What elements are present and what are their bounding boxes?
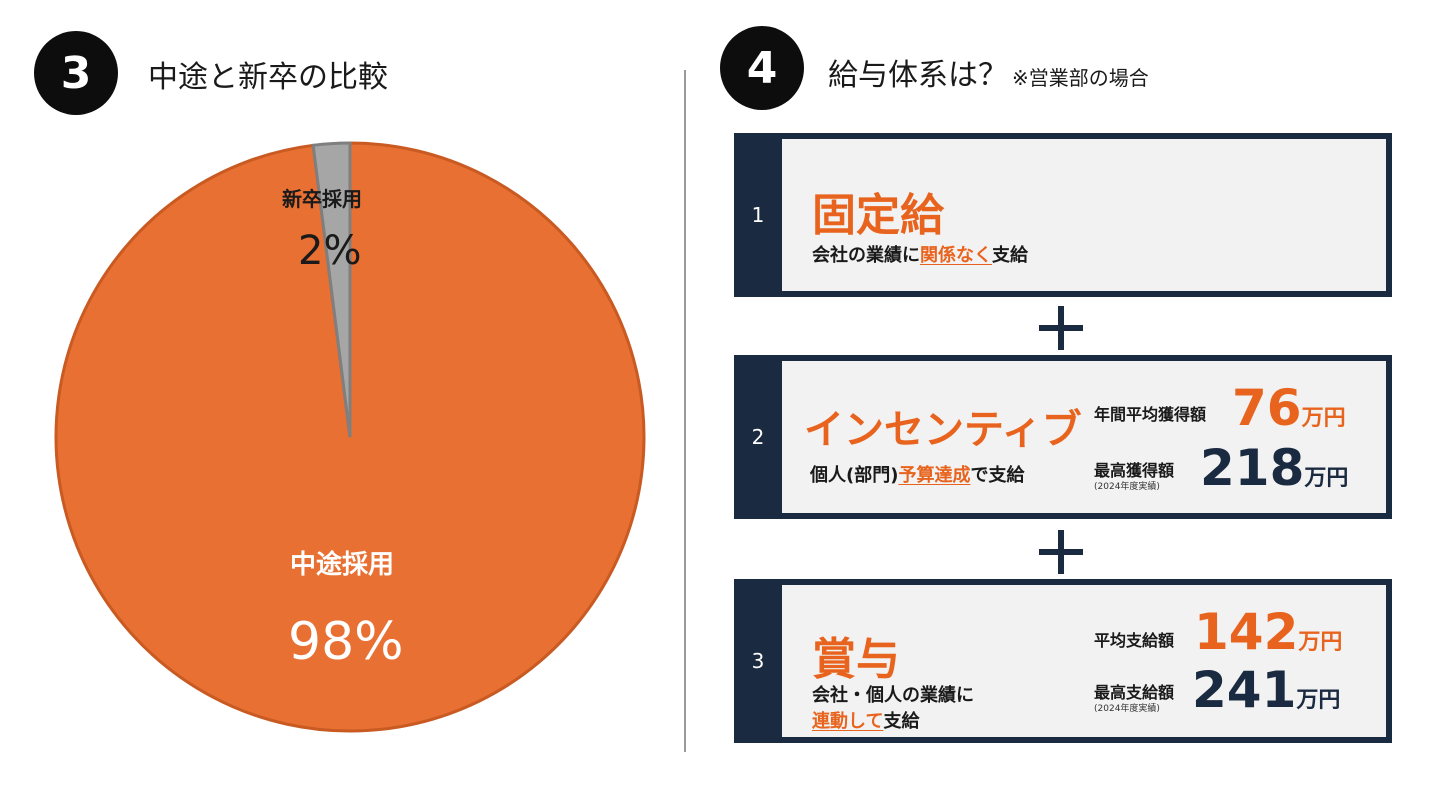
stat2-value: 218万円 <box>1200 439 1348 497</box>
stat2-number: 218 <box>1200 439 1305 497</box>
stat2-sub: (2024年度実績) <box>1094 704 1160 714</box>
card-body: インセンティブ 個人(部門)予算達成で支給 年間平均獲得額 76万円 最高獲得額… <box>782 361 1386 513</box>
card-description: 個人(部門)予算達成で支給 <box>810 461 1024 487</box>
section-3-title: 中途と新卒の比較 <box>148 60 388 95</box>
pie-chart <box>54 141 646 733</box>
card-index: 3 <box>751 649 765 673</box>
desc-post: 支給 <box>992 245 1028 266</box>
section-4-note: ※営業部の場合 <box>1012 66 1149 90</box>
card-description: 会社の業績に関係なく支給 <box>812 241 1028 267</box>
stat1-number: 76 <box>1232 379 1302 437</box>
pie-value-chuto: 98% <box>288 612 404 672</box>
stat2-label: 最高獲得額 <box>1094 461 1175 480</box>
stat2-label: 最高支給額 <box>1094 683 1175 702</box>
section-3-badge: 3 <box>34 31 118 115</box>
stat1-unit: 万円 <box>1301 406 1346 431</box>
stat2-unit: 万円 <box>1296 688 1341 713</box>
desc-emphasis: 予算達成 <box>898 465 971 486</box>
card-body: 固定給 会社の業績に関係なく支給 <box>782 139 1386 291</box>
desc-emphasis: 関係なく <box>920 245 992 266</box>
pie-slice-shinsotsu <box>311 141 352 438</box>
stat1-value: 76万円 <box>1232 379 1346 437</box>
card-index: 1 <box>751 203 765 227</box>
salary-card-incentive: 2 インセンティブ 個人(部門)予算達成で支給 年間平均獲得額 76万円 最高獲… <box>734 355 1392 519</box>
desc-line1: 会社・個人の業績に <box>812 685 974 706</box>
pie-label-chuto: 中途採用 <box>290 550 395 580</box>
card-title: インセンティブ <box>804 407 1082 453</box>
stat1-number: 142 <box>1194 603 1299 661</box>
plus-icon <box>1039 530 1083 574</box>
pie-label-shinsotsu: 新卒採用 <box>282 187 362 211</box>
stat1-label: 平均支給額 <box>1094 631 1175 650</box>
card-description: 会社・個人の業績に 連動して支給 <box>812 683 974 735</box>
salary-card-fixed: 1 固定給 会社の業績に関係なく支給 <box>734 133 1392 297</box>
section-4-title-text: 給与体系は？ <box>828 58 1008 93</box>
plus-icon <box>1039 306 1083 350</box>
desc-pre: 個人(部門) <box>810 465 899 486</box>
pie-value-shinsotsu: 2% <box>298 228 362 274</box>
stat2-sub: (2024年度実績) <box>1094 482 1160 492</box>
stat1-label: 年間平均獲得額 <box>1094 405 1207 424</box>
card-body: 賞与 会社・個人の業績に 連動して支給 平均支給額 142万円 最高支給額 (2… <box>782 585 1386 737</box>
stat2-number: 241 <box>1192 661 1297 719</box>
section-4-title: 給与体系は？ ※営業部の場合 <box>828 50 1149 94</box>
stat1-value: 142万円 <box>1194 603 1342 661</box>
desc-pre: 会社の業績に <box>812 245 920 266</box>
vertical-divider <box>684 70 686 752</box>
card-index: 2 <box>751 425 765 449</box>
desc-post: 支給 <box>883 711 920 732</box>
card-title: 固定給 <box>812 190 944 241</box>
stat2-unit: 万円 <box>1304 466 1349 491</box>
desc-post: で支給 <box>970 465 1025 486</box>
stat1-unit: 万円 <box>1298 630 1343 655</box>
section-4-badge: 4 <box>720 26 804 110</box>
desc-emphasis: 連動して <box>812 711 884 732</box>
salary-card-bonus: 3 賞与 会社・個人の業績に 連動して支給 平均支給額 142万円 最高支給額 … <box>734 579 1392 743</box>
stat2-value: 241万円 <box>1192 661 1340 719</box>
card-title: 賞与 <box>812 634 900 685</box>
